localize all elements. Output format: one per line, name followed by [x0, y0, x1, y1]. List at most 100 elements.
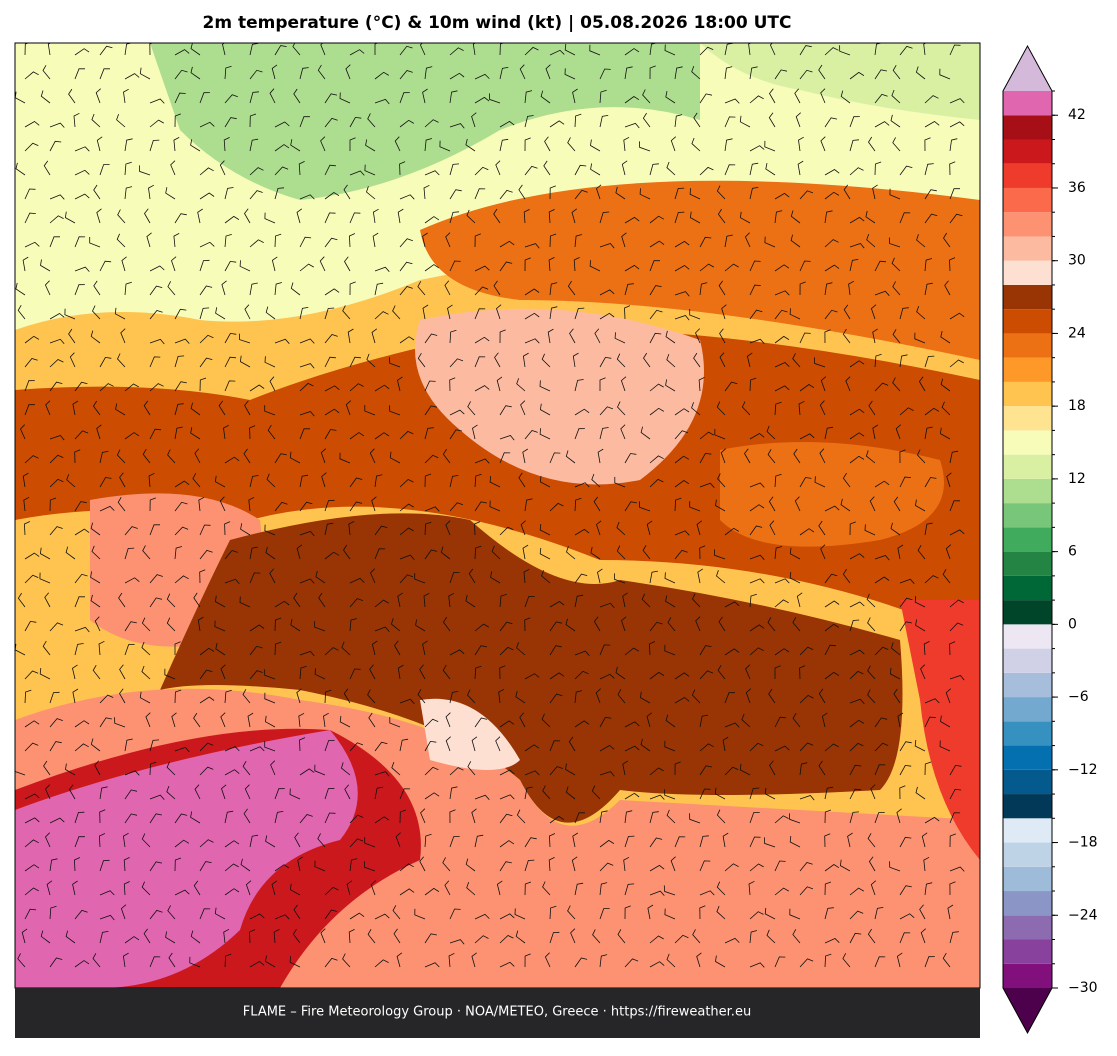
wind-barb — [349, 170, 365, 176]
wind-barb — [199, 285, 213, 296]
colorbar-band — [1003, 236, 1052, 261]
wind-barb — [824, 600, 840, 608]
wind-barb — [49, 957, 63, 968]
wind-barb — [916, 234, 926, 248]
wind-barb — [47, 43, 52, 56]
wind-barb — [719, 328, 726, 344]
wind-barb — [574, 812, 585, 824]
wind-barb — [145, 712, 151, 728]
wind-barb — [749, 554, 765, 560]
wind-barb — [319, 256, 326, 272]
wind-barb — [474, 545, 482, 560]
wind-barb — [799, 260, 811, 272]
wind-barb — [174, 338, 190, 344]
wind-barb — [364, 405, 376, 416]
wind-barb — [914, 739, 926, 752]
wind-barb — [767, 449, 776, 464]
wind-barb — [73, 857, 81, 872]
wind-barb — [949, 622, 964, 632]
wind-barb — [367, 113, 376, 128]
wind-barb — [124, 936, 140, 944]
wind-barb — [444, 280, 451, 296]
wind-barb — [674, 549, 688, 560]
wind-barb — [374, 786, 384, 800]
wind-barb — [549, 282, 558, 296]
wind-barb — [571, 856, 578, 872]
wind-barb — [197, 208, 203, 224]
wind-barb — [465, 138, 476, 152]
wind-barb — [74, 960, 90, 968]
wind-barb — [699, 452, 712, 464]
wind-barb — [623, 856, 630, 872]
wind-barb — [867, 833, 876, 848]
wind-barb — [949, 188, 960, 200]
wind-barb — [349, 49, 365, 56]
wind-barb — [249, 624, 265, 632]
wind-barb — [716, 881, 726, 896]
wind-barb — [72, 688, 79, 704]
wind-barb — [74, 236, 86, 248]
wind-barb — [924, 137, 931, 152]
wind-barb — [599, 356, 612, 368]
wind-barb — [349, 432, 365, 440]
wind-barb — [549, 502, 564, 512]
wind-barb — [442, 448, 451, 464]
colorbar-band — [1003, 139, 1052, 164]
wind-barb — [17, 953, 26, 968]
wind-barb — [749, 162, 759, 176]
wind-barb — [949, 833, 956, 848]
wind-barb — [892, 329, 901, 344]
wind-barb — [539, 547, 551, 560]
wind-barb — [68, 328, 76, 344]
wind-barb — [769, 760, 776, 776]
wind-barb — [549, 672, 565, 680]
wind-barb — [496, 880, 503, 896]
wind-barb — [439, 140, 451, 152]
wind-barb — [249, 282, 258, 296]
wind-barb — [445, 520, 451, 536]
wind-barb — [548, 857, 555, 872]
wind-barb — [899, 785, 906, 800]
wind-barb — [689, 309, 701, 320]
colorbar-tick-label: 24 — [1068, 325, 1086, 341]
wind-barb — [567, 280, 576, 296]
wind-barb — [849, 167, 864, 176]
wind-barb — [874, 717, 888, 728]
wind-barb — [419, 664, 426, 680]
wind-barb — [74, 68, 85, 80]
wind-barb — [69, 352, 76, 368]
wind-barb — [547, 328, 554, 344]
wind-barb — [193, 592, 201, 608]
wind-barb — [424, 333, 438, 344]
wind-barb — [818, 64, 826, 80]
wind-barb — [199, 696, 215, 704]
wind-barb — [219, 496, 226, 512]
wind-barb — [293, 88, 301, 104]
wind-barb — [649, 332, 662, 344]
wind-barb — [489, 476, 501, 488]
wind-barb — [774, 860, 786, 872]
wind-barb — [370, 568, 376, 584]
wind-barb — [117, 497, 126, 512]
wind-barb — [294, 832, 301, 848]
colorbar-band — [1003, 406, 1052, 431]
wind-barb — [474, 623, 489, 632]
wind-barb — [539, 475, 551, 488]
wind-barb — [274, 641, 282, 656]
wind-barb — [621, 160, 628, 176]
wind-barb — [247, 712, 254, 728]
wind-barb — [449, 211, 460, 224]
wind-barb — [599, 289, 615, 296]
wind-barb — [197, 616, 204, 632]
wind-barb — [320, 43, 326, 56]
wind-barb — [649, 383, 664, 392]
wind-barb — [474, 96, 490, 104]
wind-barb — [39, 572, 51, 584]
wind-barb — [524, 90, 533, 104]
wind-barb — [49, 215, 64, 224]
wind-barb — [868, 856, 876, 872]
wind-barb — [949, 641, 956, 656]
wind-barb — [424, 216, 440, 224]
colorbar-band — [1003, 260, 1052, 285]
wind-barb — [849, 742, 864, 752]
